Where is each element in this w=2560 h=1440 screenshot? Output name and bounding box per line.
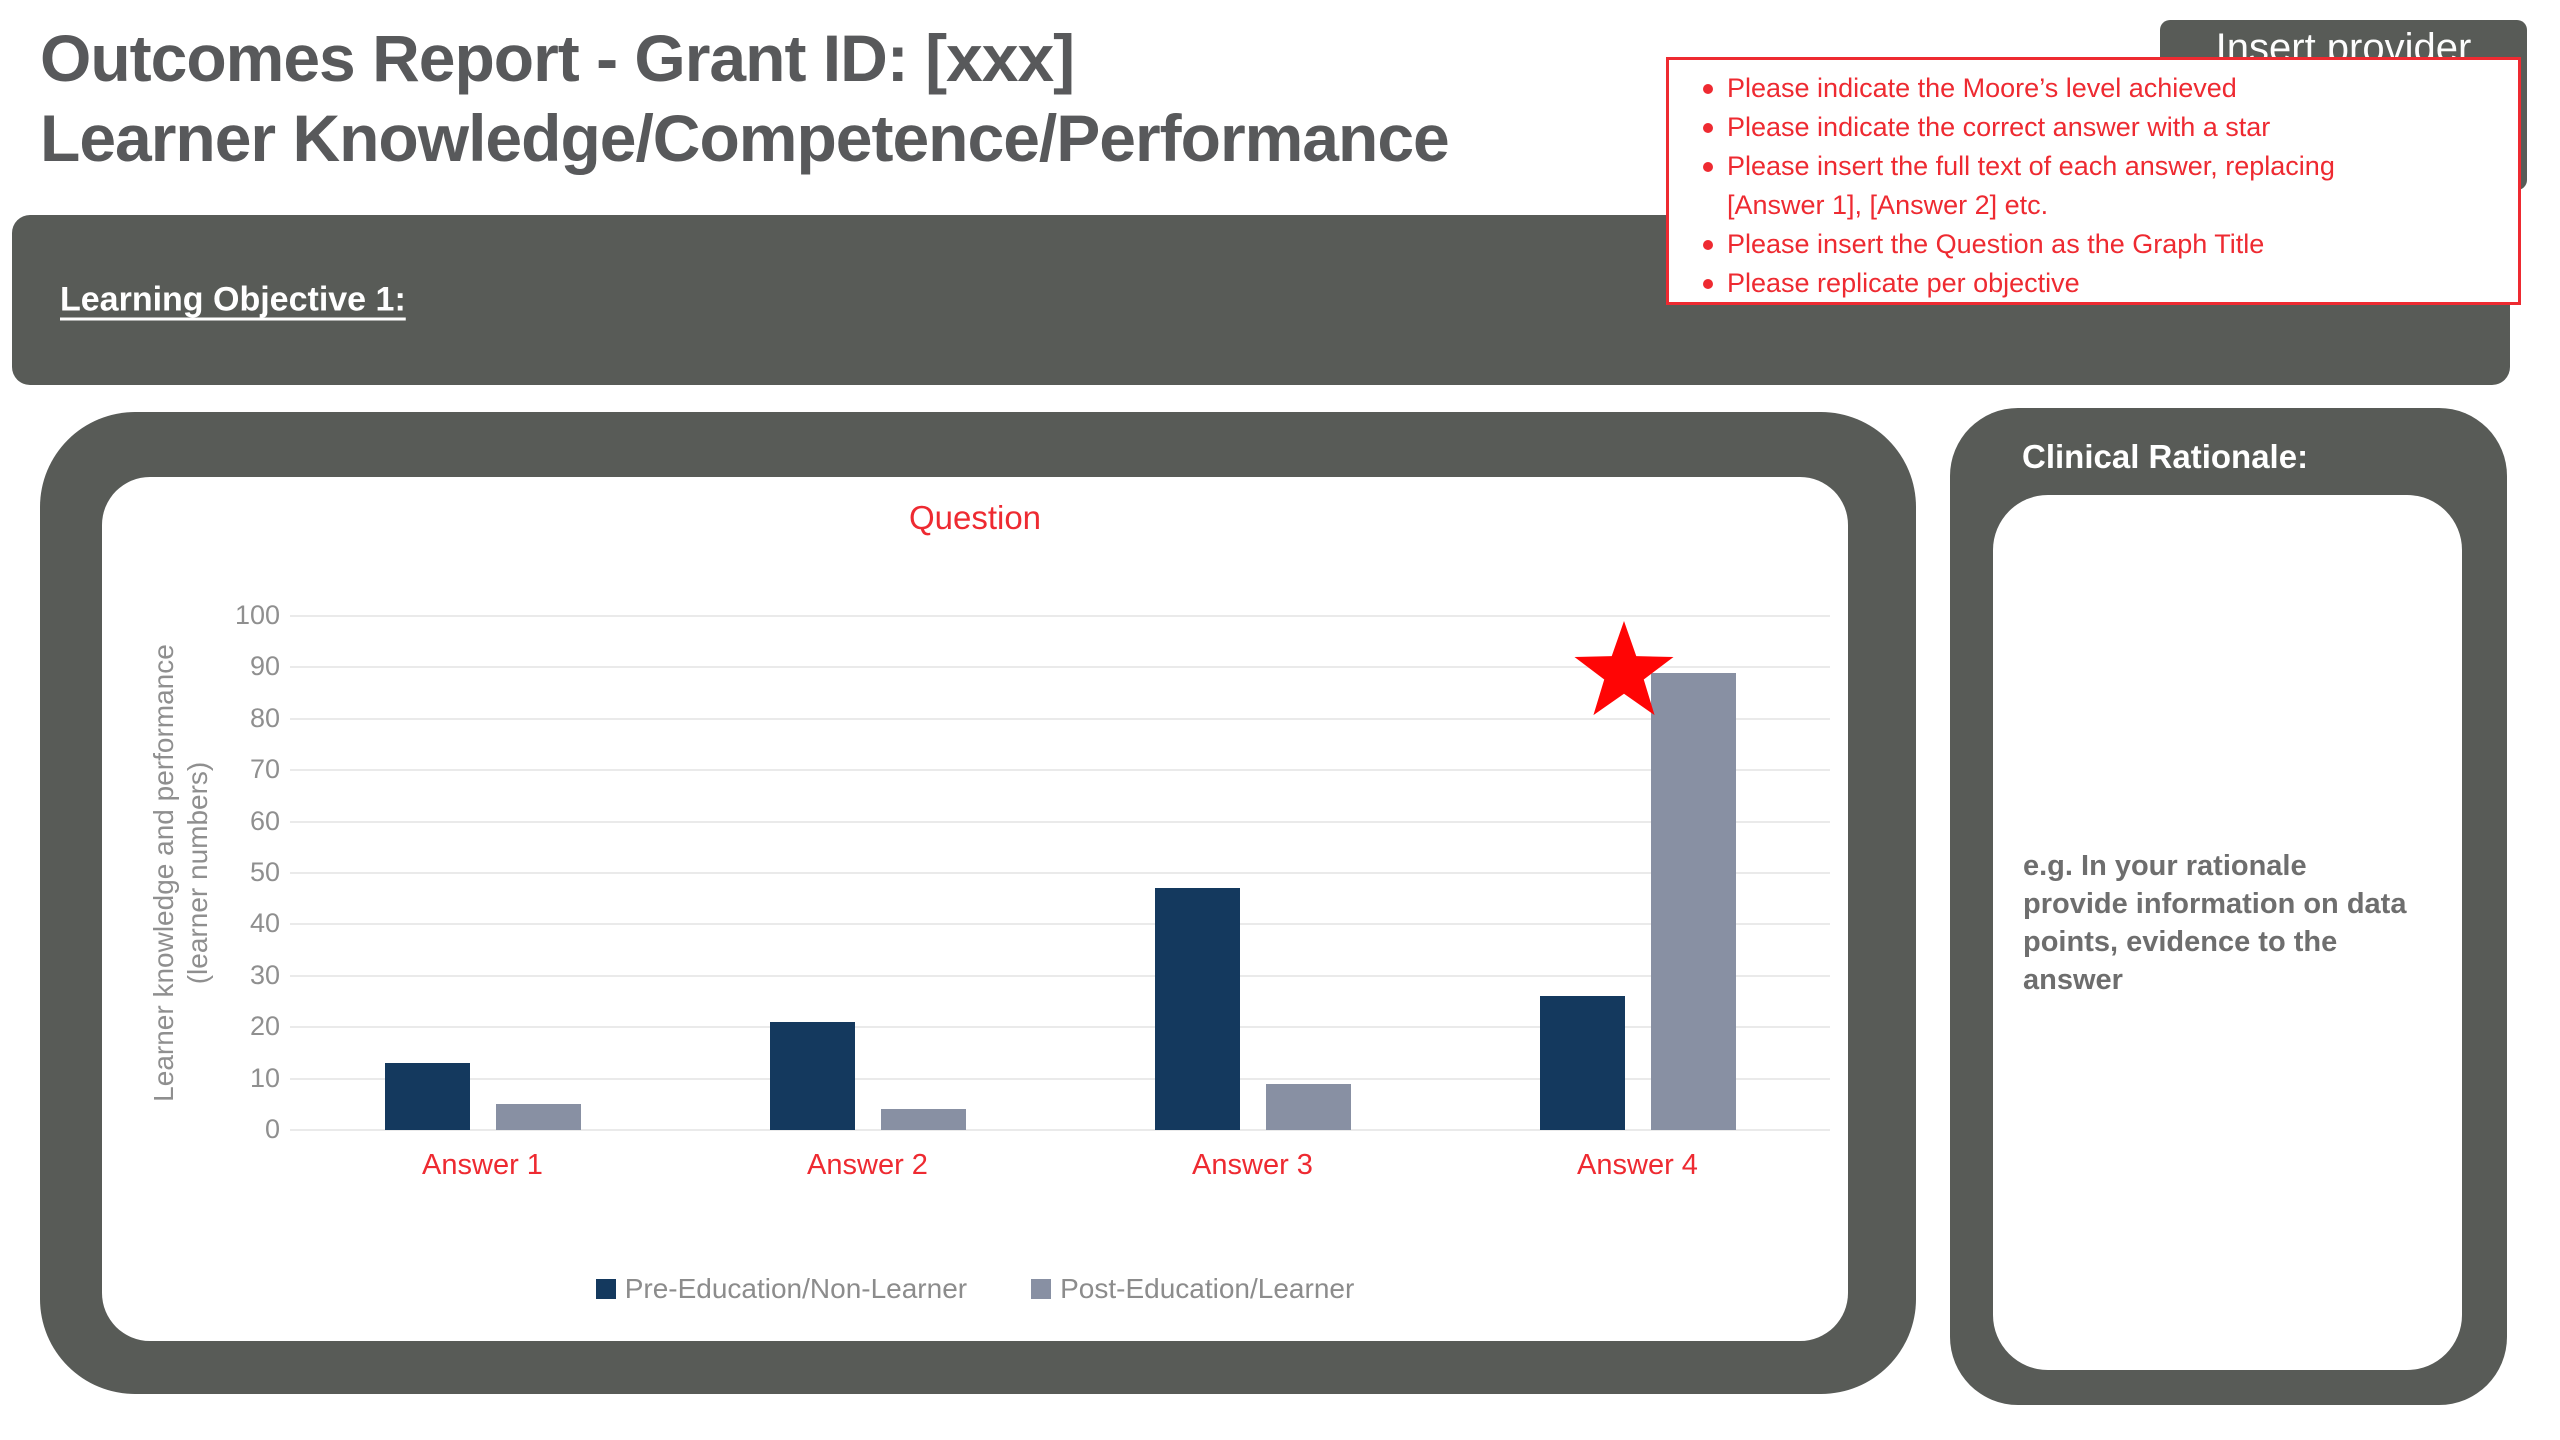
chart-legend: Pre-Education/Non-Learner Post-Education/… (102, 1273, 1848, 1305)
x-axis-category-label: Answer 2 (807, 1149, 928, 1181)
bar-post-answer-2 (880, 1109, 966, 1130)
chart-canvas: Question 0 10 20 30 40 50 60 70 80 90 100 Learner kn… (102, 477, 1848, 1341)
y-axis-tick-label: 40 (249, 908, 280, 939)
clinical-rationale-box[interactable]: e.g. In your rationale provide informati… (1993, 495, 2462, 1370)
y-axis-tick-label: 20 (249, 1011, 280, 1042)
gridline (290, 1129, 1830, 1131)
gridline (290, 820, 1830, 823)
chart-area: Question 0 10 20 30 40 50 60 70 80 90 100 Learner kn… (102, 477, 1848, 1341)
bar-pre-answer-3 (1154, 888, 1240, 1130)
chart-card: Question 0 10 20 30 40 50 60 70 80 90 100 Learner kn… (40, 412, 1916, 1394)
y-axis-tick-label: 70 (249, 754, 280, 785)
gridline (290, 666, 1830, 669)
bullet-icon (1703, 123, 1713, 133)
bullet-icon (1703, 279, 1713, 289)
gridline (290, 1077, 1830, 1080)
y-axis-tick-label: 60 (249, 805, 280, 836)
y-axis-tick-label: 50 (249, 857, 280, 887)
callout-item: Please insert the full text of each answ… (1695, 147, 2500, 225)
callout-item: Please indicate the Moore’s level achiev… (1695, 69, 2500, 108)
bullet-icon (1703, 240, 1713, 250)
callout-item: Please insert the Question as the Graph … (1695, 225, 2500, 264)
gridline (290, 717, 1830, 720)
callout-item-text: Please replicate per objective (1727, 268, 2080, 298)
bar-pre-answer-1 (384, 1063, 470, 1130)
y-axis-tick-label: 0 (264, 1114, 280, 1144)
bullet-icon (1703, 84, 1713, 94)
legend-label: Pre-Education/Non-Learner (624, 1273, 968, 1304)
callout-item: Please indicate the correct answer with … (1695, 108, 2500, 147)
y-axis-tick-label: 80 (249, 702, 280, 733)
callout-item-text: Please insert the Question as the Graph … (1727, 229, 2265, 259)
bar-post-answer-3 (1265, 1083, 1351, 1130)
chart-title: Question (908, 499, 1042, 536)
clinical-rationale-title: Clinical Rationale: (2022, 438, 2309, 475)
legend-label: Post-Education/Learner (1060, 1273, 1355, 1304)
gridline (290, 974, 1830, 977)
callout-item-text: Please indicate the correct answer with … (1727, 112, 2271, 142)
callout-item: Please replicate per objective (1695, 264, 2500, 303)
bar-pre-answer-4 (1539, 996, 1625, 1130)
callout-item-text: Please indicate the Moore’s level achiev… (1727, 73, 2237, 103)
bar-post-answer-1 (495, 1104, 581, 1130)
correct-answer-star-icon (1573, 620, 1674, 715)
page-title-line2: Learner Knowledge/Competence/Performance (40, 101, 1450, 175)
callout-list: Please indicate the Moore’s level achiev… (1695, 69, 2500, 303)
legend-swatch-icon (595, 1279, 616, 1299)
legend-item: Post-Education/Learner (1031, 1273, 1354, 1305)
bar-pre-answer-2 (769, 1022, 855, 1130)
callout-item-text: Please insert the full text of each answ… (1727, 151, 2335, 220)
gridline (290, 872, 1830, 874)
gridline (290, 923, 1830, 926)
gridline (290, 1026, 1830, 1029)
clinical-rationale-example-text: e.g. In your rationale provide informati… (2023, 850, 2407, 996)
y-axis-tick-label: 10 (249, 1062, 280, 1093)
bar-post-answer-4 (1650, 672, 1736, 1130)
y-axis-tick-label: 90 (249, 651, 280, 682)
legend-swatch-icon (1031, 1279, 1052, 1299)
x-axis-category-label: Answer 4 (1577, 1149, 1698, 1181)
gridline (290, 615, 1830, 617)
bullet-icon (1703, 162, 1713, 172)
page-title: Outcomes Report - Grant ID: [xxx] Learne… (40, 18, 1450, 178)
y-axis-tick-label: 100 (234, 600, 280, 630)
y-axis-tick-label: 30 (249, 959, 280, 990)
x-axis-category-label: Answer 3 (1192, 1149, 1313, 1181)
x-axis-category-label: Answer 1 (422, 1149, 543, 1181)
gridline (290, 769, 1830, 772)
instructions-callout: Please indicate the Moore’s level achiev… (1666, 57, 2521, 305)
page-title-line1: Outcomes Report - Grant ID: [xxx] (40, 21, 1075, 95)
clinical-rationale-panel: Clinical Rationale: e.g. In your rationa… (1950, 408, 2507, 1405)
y-axis-label: Learner knowledge and performance (learn… (148, 644, 213, 1102)
learning-objective-label: Learning Objective 1: (60, 280, 406, 319)
legend-item: Pre-Education/Non-Learner (595, 1273, 968, 1305)
